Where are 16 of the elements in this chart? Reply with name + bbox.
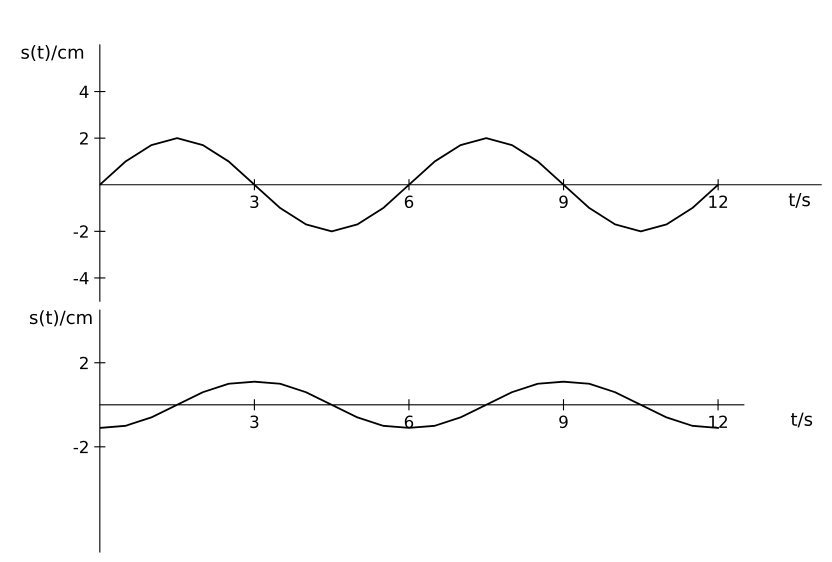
x-tick-label: 3 xyxy=(250,416,258,428)
y-axis-title: s(t)/cm xyxy=(30,310,92,326)
y-tick-label: 2 xyxy=(80,132,88,144)
y-tick-label: 4 xyxy=(80,86,88,98)
x-tick-label: 9 xyxy=(559,195,568,208)
x-tick-label: 9 xyxy=(559,416,568,428)
x-axis-title: t/s xyxy=(790,412,812,428)
y-tick-label: -4 xyxy=(74,272,88,284)
y-tick-label: -2 xyxy=(74,440,88,454)
y-axis-title: s(t)/cm xyxy=(21,44,84,62)
x-axis-title: t/s xyxy=(788,192,810,208)
x-tick-label: 6 xyxy=(404,195,414,208)
x-tick-label: 3 xyxy=(250,195,258,208)
y-tick-label: -2 xyxy=(74,225,88,238)
x-tick-label: 12 xyxy=(709,195,728,208)
y-tick-label: 2 xyxy=(80,356,88,370)
